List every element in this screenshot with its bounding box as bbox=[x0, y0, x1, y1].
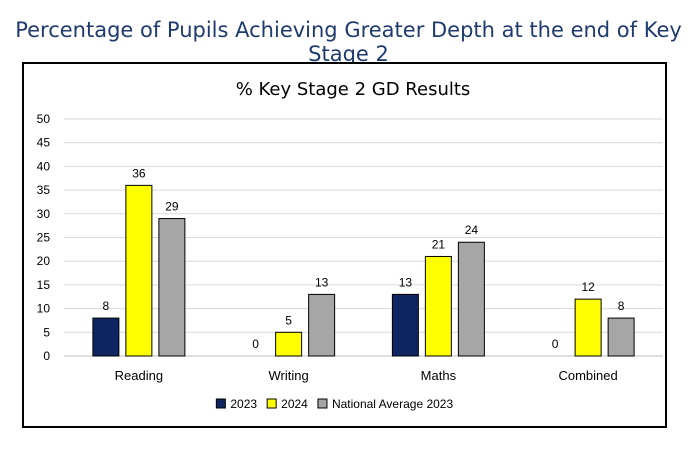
legend-label: National Average 2023 bbox=[332, 397, 454, 411]
x-axis-categories: Reading Writing Maths Combined bbox=[115, 368, 618, 383]
y-tick-label: 25 bbox=[37, 231, 51, 245]
x-category-label: Reading bbox=[115, 368, 163, 383]
bar bbox=[607, 317, 635, 357]
data-label: 0 bbox=[552, 337, 559, 351]
data-label: 13 bbox=[399, 275, 413, 289]
legend-swatch bbox=[215, 398, 226, 409]
y-tick-label: 30 bbox=[37, 207, 51, 221]
legend-swatch bbox=[266, 398, 277, 409]
y-tick-label: 10 bbox=[37, 302, 51, 316]
bar-chart: % Key Stage 2 GD Results 0 5 10 15 20 25 30 35 4… bbox=[37, 79, 663, 411]
bar bbox=[308, 293, 336, 357]
data-label: 21 bbox=[432, 237, 446, 251]
page-title: Percentage of Pupils Achieving Greater D… bbox=[15, 18, 682, 66]
bar bbox=[92, 317, 120, 357]
bar bbox=[158, 218, 186, 357]
data-label: 5 bbox=[285, 313, 292, 327]
chart-title: % Key Stage 2 GD Results bbox=[236, 79, 471, 100]
y-tick-label: 0 bbox=[43, 349, 50, 363]
data-label: 36 bbox=[132, 166, 146, 180]
data-label: 13 bbox=[315, 275, 329, 289]
bar bbox=[391, 293, 419, 357]
y-tick-label: 5 bbox=[43, 325, 50, 339]
data-labels: 8 36 29 0 5 13 13 21 24 0 12 8 bbox=[103, 166, 625, 351]
bar bbox=[457, 241, 485, 357]
legend-label: 2023 bbox=[230, 397, 257, 411]
bar bbox=[125, 184, 153, 357]
data-label: 8 bbox=[103, 299, 110, 313]
data-label: 24 bbox=[465, 223, 479, 237]
x-category-label: Writing bbox=[269, 368, 309, 383]
legend-label: 2024 bbox=[281, 397, 308, 411]
chart-frame: % Key Stage 2 GD Results 0 5 10 15 20 25 30 35 4… bbox=[22, 62, 667, 428]
y-tick-label: 20 bbox=[37, 254, 51, 268]
data-label: 29 bbox=[165, 200, 179, 214]
y-tick-label: 15 bbox=[37, 278, 51, 292]
y-tick-label: 50 bbox=[37, 112, 51, 126]
y-tick-label: 40 bbox=[37, 159, 51, 173]
data-label: 0 bbox=[252, 337, 259, 351]
bars bbox=[92, 184, 635, 357]
legend: 2023 2024 National Average 2023 bbox=[215, 397, 454, 411]
bar bbox=[574, 298, 602, 357]
bar bbox=[275, 331, 303, 357]
bar bbox=[424, 255, 452, 357]
x-category-label: Combined bbox=[558, 368, 617, 383]
x-category-label: Maths bbox=[421, 368, 457, 383]
data-label: 12 bbox=[581, 280, 595, 294]
y-axis-ticks: 0 5 10 15 20 25 30 35 40 45 50 bbox=[37, 112, 51, 363]
legend-swatch bbox=[317, 398, 328, 409]
gridlines bbox=[64, 118, 663, 357]
y-tick-label: 45 bbox=[37, 136, 51, 150]
data-label: 8 bbox=[618, 299, 625, 313]
y-tick-label: 35 bbox=[37, 183, 51, 197]
